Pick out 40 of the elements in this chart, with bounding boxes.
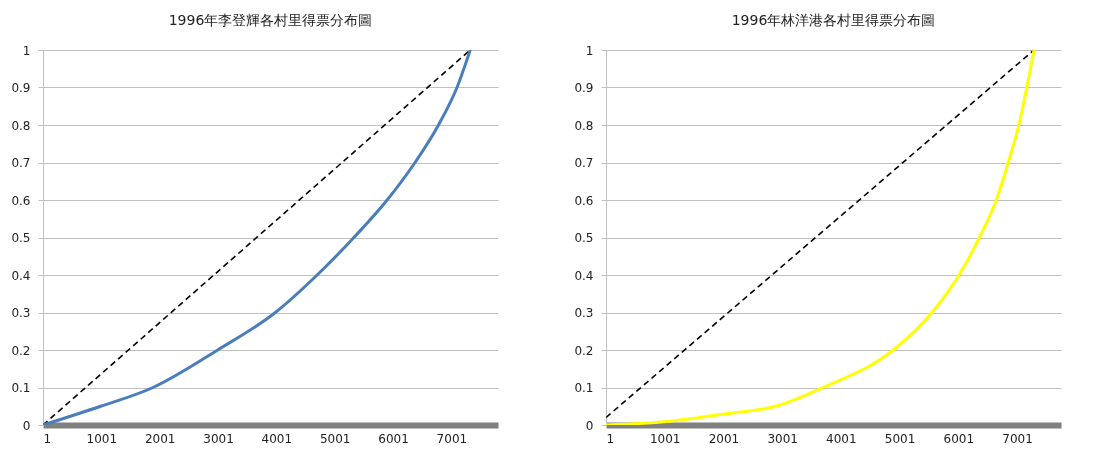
y-tick-label: 0 (585, 418, 594, 433)
y-tick-label: 0.9 (11, 81, 31, 95)
y-tick-label: 0.3 (574, 306, 594, 320)
y-tick-label: 0.4 (574, 268, 594, 283)
x-tick-label: 6001 (943, 431, 975, 446)
chart-title: 1996年李登輝各村里得票分布圖 (168, 12, 373, 28)
y-tick-label: 0.2 (574, 343, 594, 358)
x-tick-label: 7001 (436, 431, 468, 446)
y-tick-label: 0.1 (574, 381, 594, 395)
y-tick-label: 0.6 (574, 193, 594, 208)
y-tick-label: 0.6 (11, 193, 31, 208)
y-tick-label: 0.5 (574, 231, 594, 245)
x-tick-label: 2001 (708, 431, 740, 446)
y-tick-label: 1 (585, 43, 594, 58)
y-tick-label: 0.7 (11, 156, 31, 170)
x-tick-label: 1 (43, 431, 52, 446)
y-tick-label: 0.7 (574, 156, 594, 170)
x-tick-label: 4001 (826, 431, 857, 446)
y-tick-label: 0.9 (574, 81, 594, 95)
y-tick-label: 0.4 (11, 268, 31, 283)
x-tick-label: 1001 (649, 431, 681, 446)
x-tick-label: 7001 (1002, 431, 1033, 446)
x-tick-label: 3001 (203, 431, 234, 446)
x-tick-label: 1 (606, 431, 615, 446)
x-tick-label: 5001 (319, 431, 351, 446)
x-tick-label: 6001 (378, 431, 409, 446)
y-tick-label: 0.3 (11, 306, 31, 320)
y-tick-label: 0.2 (11, 343, 31, 358)
y-tick-label: 0.8 (11, 118, 31, 133)
y-tick-label: 0 (22, 418, 31, 433)
y-tick-label: 1 (22, 43, 31, 58)
x-tick-label: 3001 (767, 431, 798, 446)
x-tick-label: 2001 (144, 431, 176, 446)
x-tick-label: 5001 (884, 431, 916, 446)
y-tick-label: 0.1 (11, 381, 31, 395)
x-tick-label: 1001 (86, 431, 118, 446)
x-tick-label: 4001 (261, 431, 293, 446)
y-tick-label: 0.8 (574, 118, 594, 133)
chart-title: 1996年林洋港各村里得票分布圖 (731, 12, 936, 28)
y-tick-label: 0.5 (11, 231, 31, 245)
